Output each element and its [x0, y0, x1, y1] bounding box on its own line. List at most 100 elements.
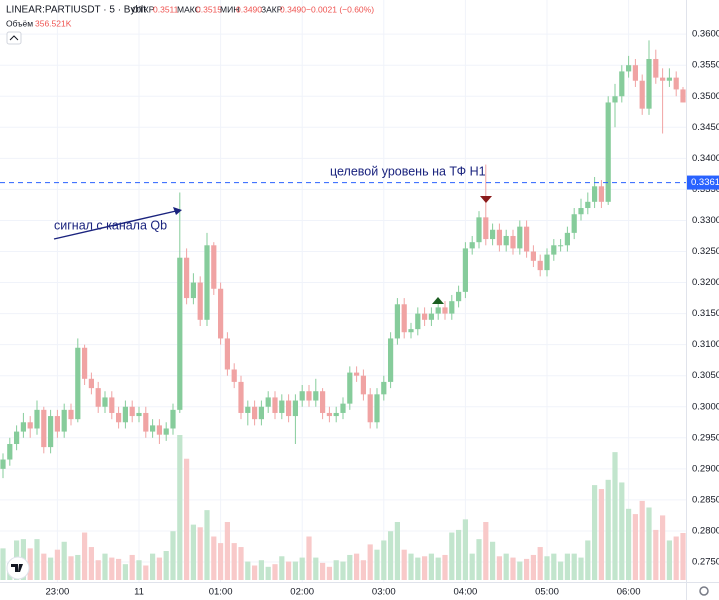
annotation: целевой уровень на ТФ H1 — [330, 164, 486, 178]
settings-button[interactable] — [699, 586, 709, 596]
candle-body — [347, 372, 353, 404]
volume-bar — [224, 522, 230, 580]
candle-body — [517, 226, 523, 249]
volume-bar — [558, 561, 564, 580]
candle-body — [245, 406, 251, 413]
volume-bar — [388, 531, 394, 580]
volume-bar — [265, 566, 271, 580]
candle-body — [530, 251, 536, 261]
candle-body — [27, 422, 33, 429]
volume-bar — [34, 539, 40, 580]
volume-bar — [292, 561, 298, 580]
volume-bar — [449, 532, 455, 580]
candle-body — [388, 338, 394, 382]
volume-bar — [68, 556, 74, 580]
volume-bar — [313, 557, 319, 580]
candle-body — [605, 102, 611, 202]
y-tick-label: 0.2800 — [692, 525, 719, 536]
y-tick-label: 0.3250 — [692, 246, 719, 257]
volume-bar — [245, 561, 251, 580]
candle-body — [41, 409, 47, 448]
candle-body — [340, 403, 346, 413]
candle-body — [170, 409, 176, 429]
x-tick-label: 23:00 — [46, 587, 70, 598]
y-tick-label: 0.3100 — [692, 339, 719, 350]
candle-body — [537, 260, 543, 271]
volume-bar — [299, 557, 305, 580]
volume-bar — [156, 557, 162, 580]
y-tick-label: 0.3050 — [692, 370, 719, 381]
candle-body — [666, 77, 672, 81]
annotation: сигнал с канала Qb — [54, 218, 167, 232]
candle-body — [190, 282, 196, 299]
candle-body — [177, 257, 183, 410]
candle-body — [592, 186, 598, 202]
change: −0.0021 (−0.60%) — [306, 4, 374, 14]
collapse-button[interactable] — [6, 31, 22, 45]
y-tick-label: 0.3600 — [692, 29, 719, 40]
candle-body — [95, 388, 101, 407]
volume-bar — [551, 553, 557, 580]
candle-body — [54, 416, 60, 432]
candle-body — [598, 186, 604, 202]
volume-bar — [632, 514, 638, 580]
volume-bar — [660, 515, 666, 580]
volume-bar — [279, 556, 285, 580]
candle-body — [265, 397, 271, 407]
candle-body — [292, 400, 298, 417]
volume-bar — [82, 532, 88, 580]
gear[interactable] — [699, 586, 709, 596]
volume-bar — [428, 553, 434, 580]
candle-body — [7, 444, 13, 460]
volume-bar — [469, 553, 475, 580]
volume-bar — [646, 507, 652, 580]
logo-mark[interactable] — [11, 564, 23, 572]
volume-bar — [231, 543, 237, 580]
x-tick-label: 04:00 — [454, 587, 478, 598]
candle-body — [150, 425, 156, 432]
volume-bar — [252, 565, 258, 580]
volume-bar — [476, 539, 482, 580]
volume-bar — [286, 561, 292, 580]
candle-body — [136, 412, 142, 417]
volume-bar — [88, 547, 94, 580]
volume-bar — [442, 554, 448, 580]
candle-body — [61, 409, 67, 432]
volume-bar — [163, 551, 169, 580]
collapse-icon[interactable] — [9, 35, 19, 41]
volume-bar — [136, 560, 142, 580]
candle-body — [626, 65, 632, 72]
volume-label: Объём — [6, 18, 33, 28]
candle-body — [326, 412, 332, 417]
candle-body — [578, 208, 584, 215]
arrow-head — [173, 207, 182, 215]
volume-bar — [170, 531, 176, 580]
symbol-title: LINEAR:PARTIUSDT · 5 · Bybit — [6, 5, 146, 16]
volume-bar — [483, 522, 489, 580]
y-tick-label: 0.2900 — [692, 463, 719, 474]
volume-pane — [0, 435, 686, 580]
candle-body — [367, 394, 373, 423]
candle-body — [401, 304, 407, 333]
candle-body — [272, 397, 278, 413]
buy-signal — [432, 297, 444, 304]
candle-body — [619, 71, 625, 97]
volume-bar — [564, 553, 570, 580]
candle-body — [660, 77, 666, 81]
collapse-box[interactable] — [6, 31, 22, 45]
candle-body — [218, 288, 224, 339]
y-tick-label: 0.3400 — [692, 153, 719, 164]
volume-bar — [333, 560, 339, 580]
candle-body — [456, 291, 462, 302]
candle-body — [612, 96, 618, 103]
tv-logo[interactable] — [6, 556, 30, 580]
grid — [0, 0, 686, 582]
volume-bar — [381, 540, 387, 580]
x-tick-label: 02:00 — [290, 587, 314, 598]
candle-body — [184, 257, 190, 299]
price-tag-label: 0.3361 — [691, 177, 719, 188]
volume-bar — [190, 524, 196, 580]
volume-bar — [598, 489, 604, 580]
candle-body — [279, 400, 285, 413]
